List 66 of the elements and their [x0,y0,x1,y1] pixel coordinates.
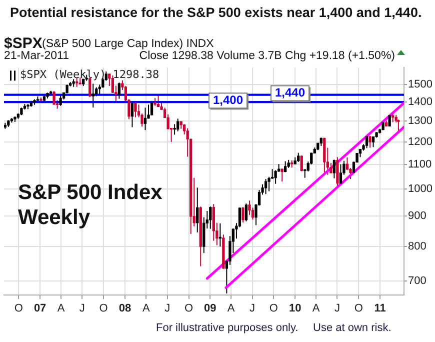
text: $SPX [4,35,42,52]
y-tick-label: 700 [408,275,426,288]
x-tick-label: O [269,302,278,315]
y-tick-label: 800 [408,240,426,253]
candlestick [173,124,176,136]
x-tick-label: A [57,302,66,315]
candlestick [242,206,244,223]
candlestick [209,206,212,230]
candlestick [144,107,147,131]
candlestick [300,155,303,172]
candlestick [297,152,300,162]
candlestick [134,102,137,118]
candlestick [150,102,154,116]
candlestick [59,94,62,106]
x-tick-label: A [142,302,151,315]
x-tick-label: 07 [34,302,46,315]
x-tick-label: 11 [374,302,386,315]
candlestick [92,83,94,108]
annotation: S&P 500 Index Weekly [18,180,164,230]
text: Close 1298.38 Volume 3.7B Chg +19.18 (+1.50%) [139,50,395,62]
candlestick [156,94,160,108]
candlestick [392,112,394,123]
y-tick-label: 1300 [408,115,432,128]
candlestick [365,136,368,149]
x-tick-label: J [79,302,85,315]
candlestick [130,102,134,128]
candlestick [336,156,339,187]
text: Use at own risk. [313,322,392,334]
y-tick-label: 1100 [408,158,432,170]
candlestick [176,118,180,132]
x-tick-label: O [354,302,364,315]
x-tick-label: J [164,302,170,315]
text: For illustrative purposes only. [156,322,298,334]
candlestick [118,82,121,100]
x-tick-label: J [250,302,256,315]
y-tick-label: 900 [408,210,426,222]
candlestick [52,90,56,106]
x-tick-label: A [227,302,236,315]
candlestick [372,136,375,148]
candlestick [397,119,400,132]
x-tick-label: A [312,302,320,315]
x-tick-label: J [334,302,340,315]
text: 21-Mar-2011 [4,50,69,62]
candlestick [264,178,268,195]
candlestick [339,164,342,184]
text: (S&P 500 Large Cap Index) INDX [42,38,214,50]
candlestick [248,200,251,216]
ref-line-label: 1,400 [212,92,244,107]
y-tick-label: 1400 [408,96,432,108]
x-tick-label: 10 [288,302,302,315]
legend-label: $SPX (Weekly) 1298.38 [20,68,160,81]
x-tick-label: O [99,302,108,315]
candlestick [280,168,284,182]
x-tick-label: 09 [204,302,216,315]
x-tick-label: O [184,302,194,315]
x-tick-label: 08 [118,302,132,315]
candlestick [244,203,248,222]
chart-title: Potential resistance for the S&P 500 exists near 1,400 and 1,440. [10,5,422,20]
x-tick-label: O [14,302,24,315]
candlestick [196,187,199,233]
candlestick [332,159,336,179]
y-tick-label: 1000 [408,182,432,195]
y-tick-label: 1200 [408,136,432,148]
ref-line-label: 1,440 [274,86,306,100]
y-tick-label: 1500 [408,78,432,90]
candlestick [388,114,391,127]
